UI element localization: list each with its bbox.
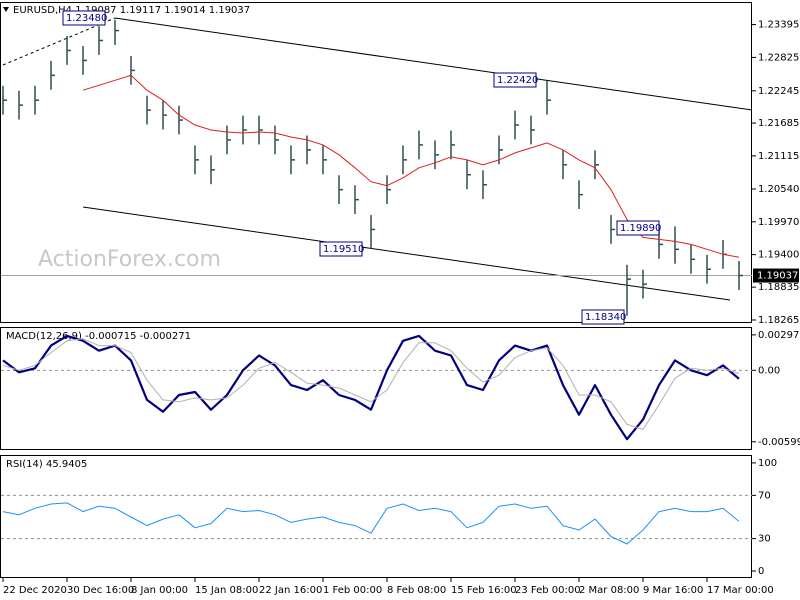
x-tick-label: 30 Dec 16:00 xyxy=(67,585,134,596)
annotation-box xyxy=(581,309,625,325)
annotation-box xyxy=(62,10,106,26)
y-tick-label: 1.23395 xyxy=(758,20,799,31)
rsi-panel xyxy=(0,455,752,578)
trend-line xyxy=(2,17,116,66)
symbol-icon xyxy=(3,7,9,12)
annotation: 1.18340 xyxy=(585,312,626,323)
x-tick-label: 2 Mar 08:00 xyxy=(579,585,639,596)
annotation: 1.19510 xyxy=(323,244,364,255)
y-tick-label: 1.22825 xyxy=(758,52,799,63)
indicator-line xyxy=(2,502,740,545)
y-tick-label: 1.22245 xyxy=(758,86,799,97)
annotation: 1.19890 xyxy=(620,223,661,234)
x-tick-label: 22 Dec 2020 xyxy=(3,585,67,596)
current-price-label: 1.19037 xyxy=(757,271,798,282)
current-price-box xyxy=(753,268,799,283)
annotation: 1.22420 xyxy=(497,75,538,86)
annotation-box xyxy=(319,241,363,257)
y-tick-label: 1.21685 xyxy=(758,118,799,129)
watermark: ActionForex.com xyxy=(38,247,221,272)
annotation-box xyxy=(616,220,660,236)
panel-title: RSI(14) 45.9405 xyxy=(6,459,87,470)
y-tick-label: 0.002973 xyxy=(758,330,800,341)
y-tick-label: 1.18265 xyxy=(758,315,799,326)
x-tick-label: 9 Mar 16:00 xyxy=(643,585,703,596)
y-tick-label: 70 xyxy=(758,490,771,501)
y-tick-label: 1.20540 xyxy=(758,184,799,195)
y-tick-label: 1.19400 xyxy=(758,250,799,261)
y-tick-label: 0.00 xyxy=(758,365,780,376)
y-tick-label: -0.005996 xyxy=(758,437,800,448)
y-tick-label: 100 xyxy=(758,458,777,469)
x-tick-label: 17 Mar 00:00 xyxy=(707,585,774,596)
channel-upper xyxy=(114,17,753,111)
symbol-label: EURUSD,H4 1.19087 1.19117 1.19014 1.1903… xyxy=(13,5,250,16)
price-panel xyxy=(0,2,752,323)
x-tick-label: 22 Jan 16:00 xyxy=(259,585,322,596)
annotation-box xyxy=(493,72,537,88)
x-tick-label: 15 Jan 08:00 xyxy=(195,585,258,596)
y-tick-label: 30 xyxy=(758,534,771,545)
x-tick-label: 8 Feb 08:00 xyxy=(387,585,446,596)
x-tick-label: 15 Feb 16:00 xyxy=(451,585,517,596)
x-tick-label: 23 Feb 00:00 xyxy=(515,585,581,596)
x-tick-label: 8 Jan 00:00 xyxy=(131,585,188,596)
x-tick-label: 1 Feb 00:00 xyxy=(323,585,382,596)
indicator-line xyxy=(2,338,740,430)
y-tick-label: 1.18835 xyxy=(758,282,799,293)
y-tick-label: 0 xyxy=(758,566,764,577)
annotation: 1.23480 xyxy=(66,13,107,24)
panel-title: MACD(12,26,9) -0.000715 -0.000271 xyxy=(6,331,191,342)
macd-panel xyxy=(0,327,752,450)
channel-lower xyxy=(82,206,731,301)
y-tick-label: 1.19970 xyxy=(758,217,799,228)
indicator-line xyxy=(2,334,740,441)
y-tick-label: 1.21115 xyxy=(758,151,799,162)
